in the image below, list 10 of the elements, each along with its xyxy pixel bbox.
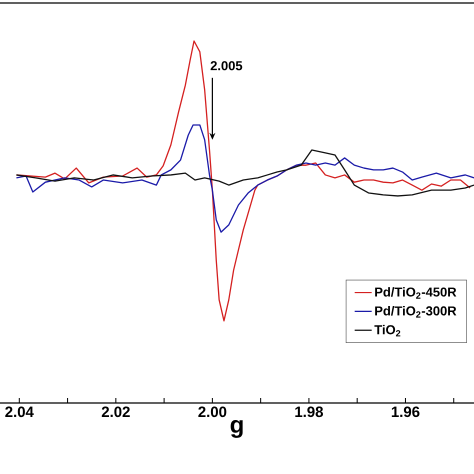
- legend-label: TiO$_{2}$: [374, 324, 400, 336]
- x-tick-label: 1.98: [295, 406, 323, 418]
- x-tick-label: 2.02: [102, 406, 130, 418]
- x-axis-title: g: [230, 420, 243, 438]
- legend-label: Pd/TiO$_{2}$-450R: [375, 287, 456, 299]
- x-tick-label: 1.96: [392, 406, 420, 418]
- annotation: 2.005: [210, 61, 242, 70]
- legend-label: Pd/TiO$_{2}$-300R: [375, 306, 456, 318]
- x-tick-label: 2.00: [198, 406, 226, 418]
- x-tick-label: 2.04: [5, 406, 34, 418]
